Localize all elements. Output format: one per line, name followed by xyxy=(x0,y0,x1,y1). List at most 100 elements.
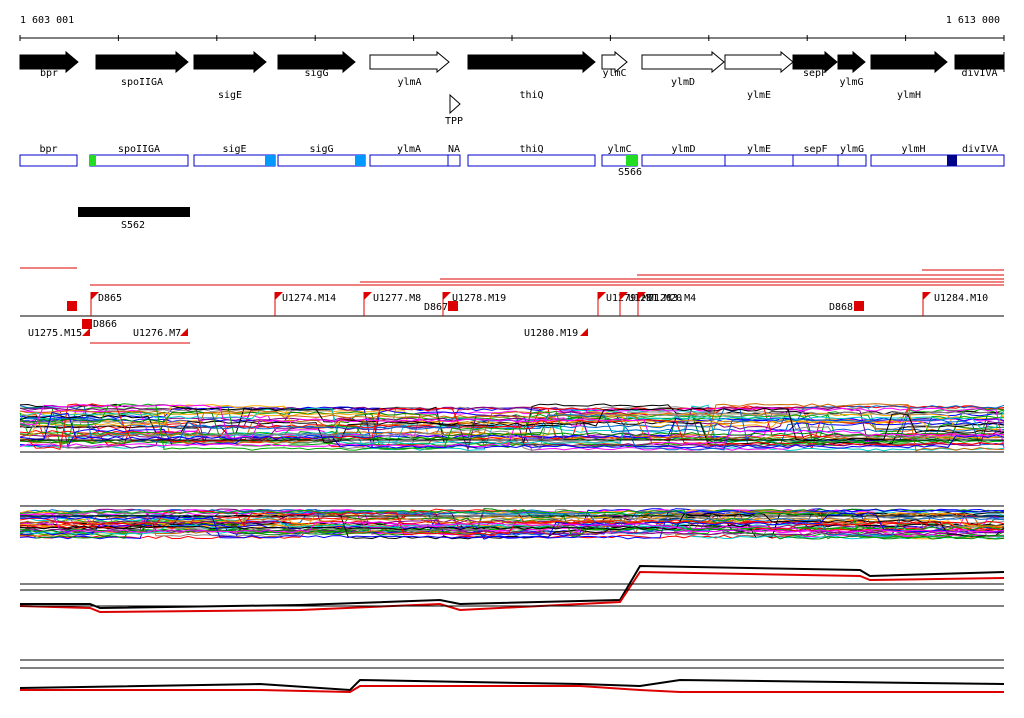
profile-line xyxy=(19,405,1005,451)
profile-line xyxy=(19,413,1005,452)
transcript-flag xyxy=(180,328,188,336)
segment-highlight xyxy=(90,155,96,166)
transcript-flag xyxy=(923,292,931,300)
scale-start: 1 603 001 xyxy=(20,15,74,26)
profile-line xyxy=(20,685,1004,694)
profile-line xyxy=(19,407,1005,445)
gene-label: spoIIGA xyxy=(121,77,163,88)
profile-line xyxy=(19,405,1005,448)
transcript-label: U1278.M19 xyxy=(452,293,506,304)
gene-arrow xyxy=(792,50,838,74)
segment xyxy=(837,154,867,167)
segment-label: thiQ xyxy=(519,144,543,155)
segment-label: ylmA xyxy=(397,144,421,155)
transcript-label: D865 xyxy=(98,293,122,304)
segment-label: bpr xyxy=(39,144,57,155)
transcript-flag xyxy=(91,292,99,300)
profile-line xyxy=(19,411,1005,449)
gene-arrow xyxy=(95,50,189,74)
segment-label: spoIIGA xyxy=(118,144,160,155)
gene-arrow xyxy=(193,50,267,74)
segment xyxy=(369,154,449,167)
segment xyxy=(277,154,366,167)
segment-highlight xyxy=(626,155,637,166)
transcript-label: U1274.M14 xyxy=(282,293,336,304)
gene-arrow xyxy=(467,50,596,74)
transcript-label: U1279.M7 xyxy=(606,293,654,304)
transcript-label: U1275.M15 xyxy=(28,328,82,339)
gene-arrow xyxy=(724,50,794,74)
transcript-label: U1281.M20 xyxy=(628,293,682,304)
gene-label: sigE xyxy=(218,90,242,101)
profile-line xyxy=(19,512,1005,539)
profile-line xyxy=(19,404,1005,445)
gene-label: bpr xyxy=(40,68,58,79)
gene-arrow xyxy=(954,52,1005,72)
gene-label: ylmC xyxy=(602,68,626,79)
transcript-label: U1280.M19 xyxy=(524,328,578,339)
segment-label: sepF xyxy=(803,144,827,155)
segment-label: sigE xyxy=(222,144,246,155)
transcript-box xyxy=(448,301,458,311)
segment xyxy=(792,154,839,167)
block-label: S562 xyxy=(121,220,145,231)
profile-line xyxy=(19,512,1005,536)
segment-label: ylmE xyxy=(747,144,771,155)
transcript-flag xyxy=(275,292,283,300)
segment xyxy=(870,154,957,167)
segment xyxy=(724,154,794,167)
transcript-flag xyxy=(598,292,606,300)
profile-line xyxy=(20,509,1004,540)
segment-highlight xyxy=(355,155,365,166)
segment xyxy=(89,154,189,167)
transcript-label: D868 xyxy=(829,302,853,313)
gene-label: ylmG xyxy=(839,77,863,88)
gene-arrow xyxy=(277,50,356,74)
scale-end: 1 613 000 xyxy=(946,15,1000,26)
transcript-label: D867 xyxy=(424,302,448,313)
segment-label: NA xyxy=(448,144,460,155)
segment xyxy=(955,154,1005,167)
segment-label: ylmG xyxy=(840,144,864,155)
profile-line xyxy=(19,403,1005,451)
profile-line xyxy=(19,407,1005,449)
transcript-flag xyxy=(620,292,628,300)
gene-label: thiQ xyxy=(519,90,543,101)
segment-label: divIVA xyxy=(962,144,998,155)
profile-line xyxy=(19,403,1005,451)
gene-arrow xyxy=(641,50,725,74)
gene-arrow xyxy=(870,50,948,74)
gene-label: ylmA xyxy=(397,77,421,88)
transcript-flag xyxy=(443,292,451,300)
segment-highlight xyxy=(265,155,275,166)
profile-line xyxy=(19,513,1005,534)
profile-line xyxy=(19,570,1005,614)
riboswitch-mark xyxy=(449,93,461,115)
transcript-flag xyxy=(82,328,90,336)
gene-label: divIVA xyxy=(961,68,997,79)
segment-label: ylmH xyxy=(901,144,925,155)
transcript-label: U1283.M4 xyxy=(648,293,696,304)
transcript-flag xyxy=(364,292,372,300)
transcript-box xyxy=(67,301,77,311)
profile-line xyxy=(19,508,1005,540)
transcript-flag xyxy=(580,328,588,336)
profile-line xyxy=(19,407,1005,449)
segment-label: ylmC xyxy=(607,144,631,155)
transcript-label: U1284.M10 xyxy=(934,293,988,304)
profile-line xyxy=(19,410,1005,441)
gene-arrow xyxy=(837,50,866,74)
segment-label: sigG xyxy=(309,144,333,155)
profile-line xyxy=(19,406,1005,447)
block xyxy=(78,207,190,217)
profile-line xyxy=(19,409,1005,445)
profile-line xyxy=(19,509,1005,535)
gene-label: sigG xyxy=(304,68,328,79)
segment xyxy=(467,154,596,167)
segment-highlight xyxy=(947,155,957,166)
gene-label: ylmD xyxy=(671,77,695,88)
gene-label: ylmE xyxy=(747,90,771,101)
profile-line xyxy=(19,403,1005,452)
segment xyxy=(641,154,726,167)
